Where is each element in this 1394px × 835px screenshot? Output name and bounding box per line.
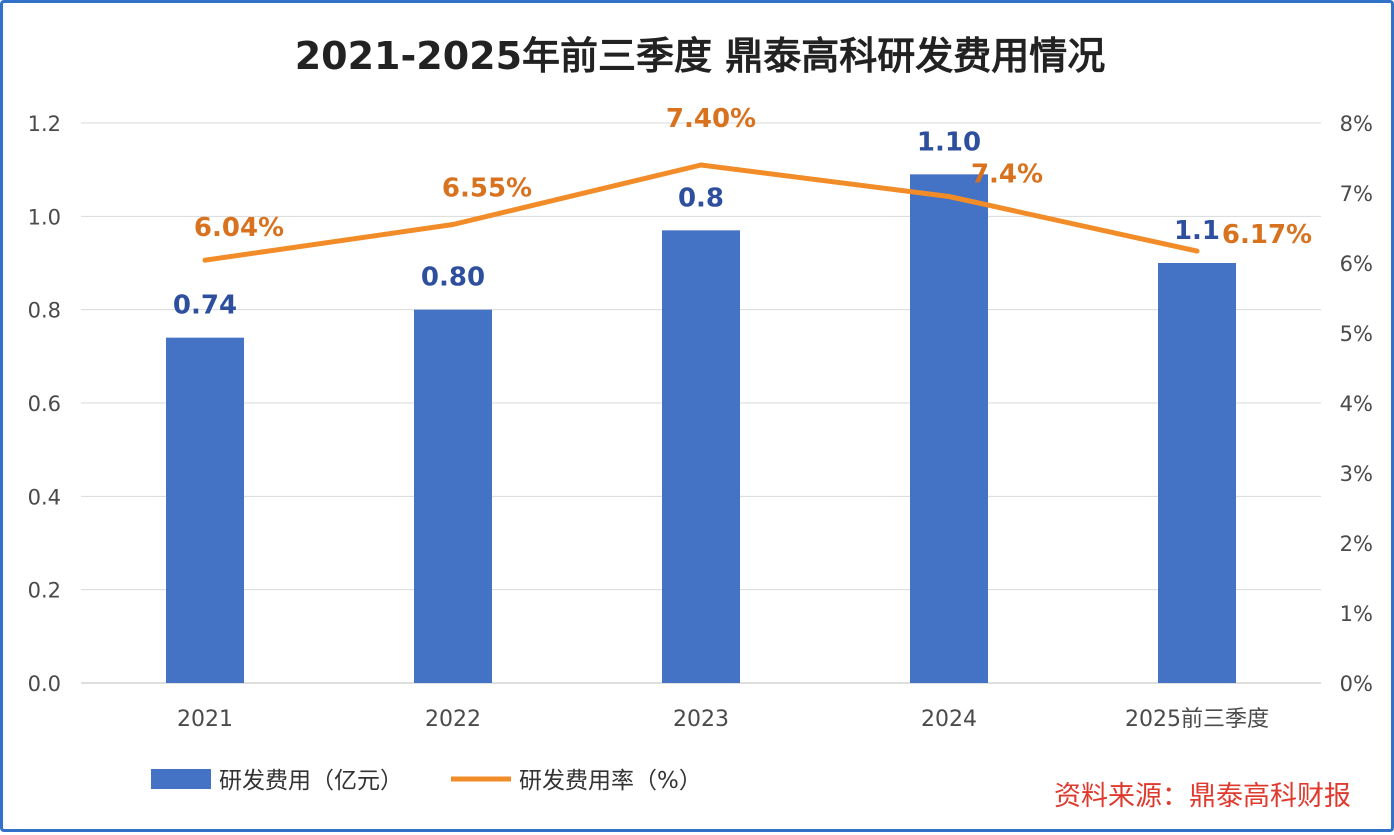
right-tick-label: 6%: [1340, 252, 1373, 276]
category-label: 2024: [921, 707, 977, 732]
line-point: [1194, 248, 1200, 254]
left-tick-label: 0.8: [28, 299, 61, 323]
line-series: 6.04% 6.55% 7.40% 7.4% 6.17%: [194, 104, 1312, 263]
line-data-label: 7.4%: [971, 160, 1043, 190]
legend: 研发费用（亿元） 研发费用率（%）: [151, 768, 702, 794]
left-tick-label: 0.6: [28, 392, 61, 416]
category-label: 2021: [177, 707, 233, 732]
right-tick-label: 8%: [1340, 112, 1373, 136]
legend-bar-swatch: [151, 769, 211, 789]
right-tick-label: 7%: [1340, 182, 1373, 206]
bar: [662, 230, 740, 684]
bar-series: 0.74 0.80 0.8 1.10 1.1: [166, 127, 1236, 684]
line-data-label: 6.04%: [194, 213, 284, 243]
right-tick-label: 2%: [1340, 532, 1373, 556]
right-tick-label: 4%: [1340, 392, 1373, 416]
bar: [166, 337, 244, 683]
left-axis-ticks: 0.0 0.2 0.4 0.6 0.8 1.0 1.2: [28, 112, 61, 696]
right-axis-ticks: 0% 1% 2% 3% 4% 5% 6% 7% 8%: [1340, 112, 1373, 696]
bar-data-label: 0.8: [678, 183, 724, 213]
category-label: 2023: [673, 707, 729, 732]
combo-chart: 2021-2025年前三季度 鼎泰高科研发费用情况 0.00.20.40.60.…: [28, 34, 1373, 812]
chart-title: 2021-2025年前三季度 鼎泰高科研发费用情况: [295, 34, 1106, 78]
line-point: [946, 194, 952, 199]
left-tick-label: 1.2: [28, 112, 61, 136]
left-tick-label: 0.4: [28, 485, 61, 509]
left-tick-label: 1.0: [28, 205, 61, 229]
right-tick-label: 5%: [1340, 322, 1373, 346]
category-label: 2025前三季度: [1125, 707, 1269, 732]
left-tick-label: 0.0: [28, 672, 61, 696]
line-point: [698, 162, 704, 168]
line-point: [450, 222, 456, 227]
right-tick-label: 1%: [1340, 602, 1373, 626]
right-tick-label: 0%: [1340, 672, 1373, 696]
bar-data-label: 0.74: [173, 291, 237, 321]
line-data-label: 6.55%: [442, 174, 532, 204]
bar: [1158, 263, 1236, 683]
legend-line-label: 研发费用率（%）: [519, 768, 702, 794]
bar: [910, 174, 988, 684]
category-axis: 2021 2022 2023 2024 2025前三季度: [177, 707, 1269, 732]
line-point: [202, 257, 208, 263]
category-label: 2022: [425, 707, 481, 732]
bar-data-label: 1.10: [917, 127, 981, 157]
line-data-label: 6.17%: [1222, 220, 1312, 250]
right-tick-label: 3%: [1340, 462, 1373, 486]
line-data-label: 7.40%: [666, 104, 756, 134]
bar: [414, 309, 492, 683]
bar-data-label: 0.80: [421, 263, 485, 293]
legend-bar-label: 研发费用（亿元）: [219, 768, 403, 794]
bar-data-label: 1.1: [1174, 216, 1220, 246]
source-note: 资料来源：鼎泰高科财报: [1054, 781, 1351, 812]
left-tick-label: 0.2: [28, 579, 61, 603]
